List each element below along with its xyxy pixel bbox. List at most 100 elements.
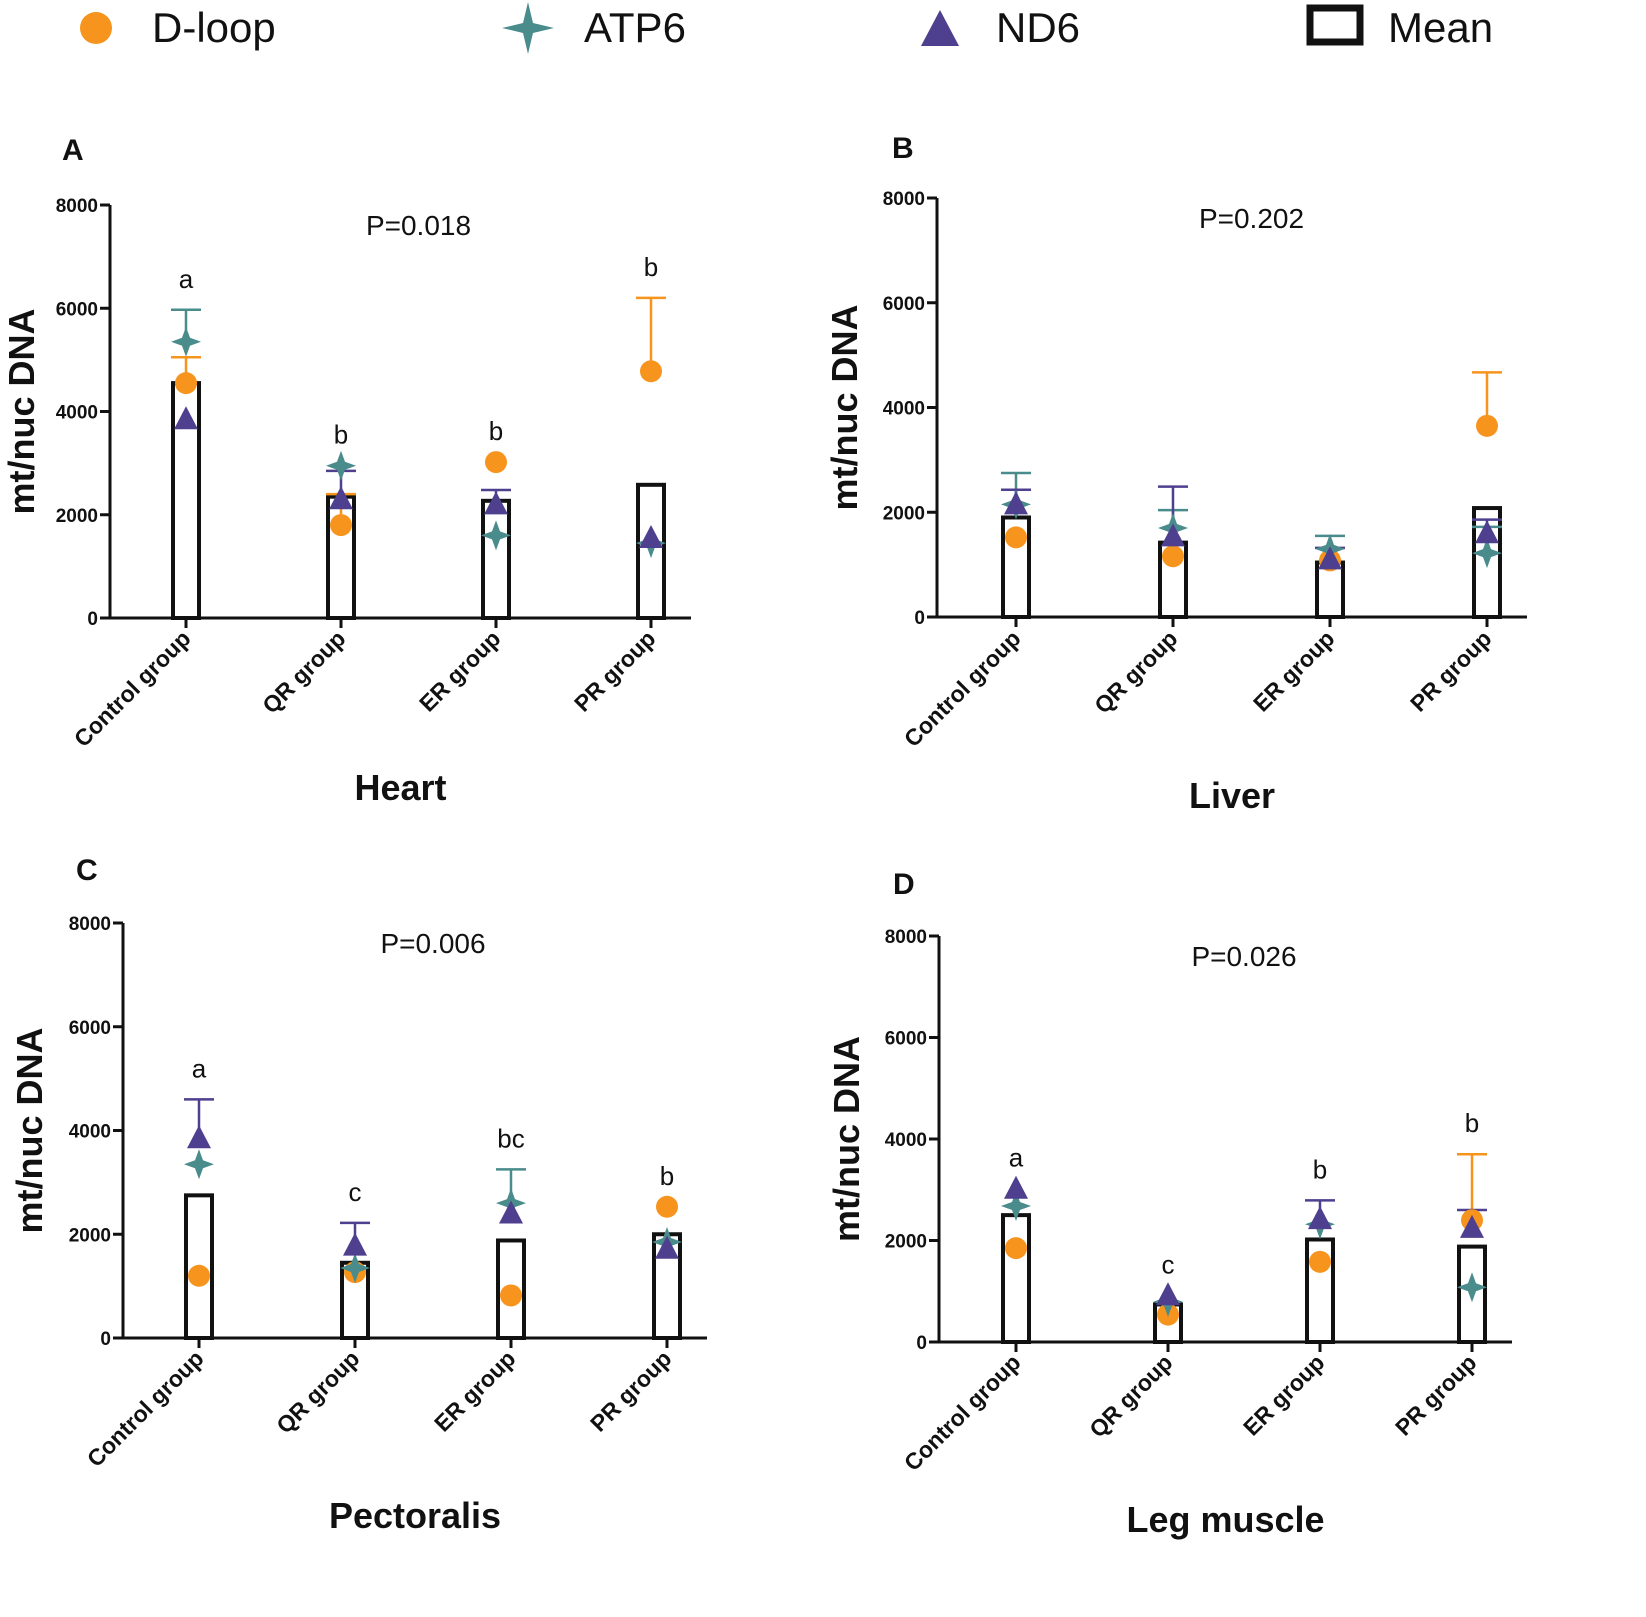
data-point-dloop bbox=[485, 451, 507, 474]
panel-letter: B bbox=[892, 132, 914, 165]
legend-label: ND6 bbox=[996, 4, 1081, 51]
data-point-atp6 bbox=[184, 1149, 214, 1180]
data-point-atp6 bbox=[1457, 1272, 1487, 1303]
data-point-nd6 bbox=[655, 1235, 679, 1259]
p-value-label: P=0.006 bbox=[380, 928, 485, 959]
y-tick-label: 4000 bbox=[883, 399, 925, 420]
square-outline-icon bbox=[1306, 4, 1364, 46]
data-point-dloop bbox=[656, 1195, 678, 1218]
p-value-label: P=0.026 bbox=[1191, 941, 1296, 972]
category-label: PR group bbox=[569, 625, 661, 717]
data-point-atp6 bbox=[326, 450, 356, 481]
category-label: QR group bbox=[271, 1345, 364, 1438]
y-tick-label: 8000 bbox=[69, 914, 111, 935]
data-point-dloop bbox=[188, 1264, 210, 1287]
category-label: ER group bbox=[1238, 1349, 1330, 1441]
significance-label: b bbox=[644, 252, 658, 282]
category-label: PR group bbox=[1405, 625, 1497, 717]
data-point-atp6 bbox=[481, 520, 511, 551]
triangle-icon bbox=[921, 10, 959, 46]
legend-label: D-loop bbox=[152, 4, 276, 51]
y-tick-label: 2000 bbox=[69, 1225, 111, 1246]
data-point-dloop bbox=[330, 514, 352, 537]
significance-label: b bbox=[334, 420, 348, 450]
significance-label: b bbox=[660, 1161, 674, 1191]
legend-item-atp6: ATP6 bbox=[500, 0, 686, 56]
y-tick-label: 4000 bbox=[56, 403, 98, 424]
y-tick-label: 0 bbox=[914, 608, 925, 629]
y-tick-label: 2000 bbox=[885, 1232, 927, 1253]
legend-label: ATP6 bbox=[584, 4, 686, 51]
y-tick-label: 8000 bbox=[56, 196, 98, 217]
mean-bar bbox=[1001, 1213, 1031, 1344]
data-point-nd6 bbox=[1308, 1206, 1332, 1230]
x-axis-title: Leg muscle bbox=[1126, 1499, 1324, 1540]
data-point-nd6 bbox=[1161, 523, 1185, 547]
mean-bar bbox=[1305, 1237, 1335, 1344]
star-icon bbox=[502, 2, 554, 54]
significance-label: b bbox=[489, 416, 503, 446]
data-point-atp6 bbox=[1472, 538, 1502, 569]
chart-panel-heart: A 0 2000 4000 6000 8000 mt/nuc DNA P=0.018 Heart… bbox=[1, 134, 691, 808]
data-point-dloop bbox=[175, 372, 197, 395]
data-point-nd6 bbox=[484, 491, 508, 515]
y-tick-label: 8000 bbox=[885, 927, 927, 948]
y-tick-label: 0 bbox=[916, 1333, 927, 1354]
data-point-atp6 bbox=[171, 326, 201, 357]
panel-letter: D bbox=[893, 868, 915, 901]
y-tick-label: 0 bbox=[100, 1329, 111, 1350]
data-point-dloop bbox=[1309, 1250, 1331, 1273]
mean-bar bbox=[496, 1238, 526, 1341]
category-label: ER group bbox=[414, 625, 506, 717]
data-point-nd6 bbox=[187, 1125, 211, 1149]
chart-panel-leg-muscle: D 0 2000 4000 6000 8000 mt/nuc DNA P=0.026 Leg m… bbox=[826, 868, 1512, 1540]
p-value-label: P=0.018 bbox=[366, 210, 471, 241]
category-label: QR group bbox=[257, 625, 350, 718]
significance-label: a bbox=[1009, 1143, 1024, 1173]
y-axis-label: mt/nuc DNA bbox=[824, 305, 865, 511]
significance-label: c bbox=[349, 1177, 362, 1207]
chart-panel-liver: B 0 2000 4000 6000 8000 mt/nuc DNA P=0.202 Liver… bbox=[824, 132, 1527, 816]
data-point-dloop bbox=[1162, 545, 1184, 568]
mean-bar bbox=[481, 498, 511, 620]
data-point-nd6 bbox=[1318, 546, 1342, 570]
mean-bar bbox=[1472, 506, 1502, 619]
significance-label: bc bbox=[497, 1123, 524, 1153]
significance-label: c bbox=[1162, 1249, 1175, 1279]
category-label: Control group bbox=[899, 625, 1026, 752]
data-point-atp6 bbox=[340, 1252, 370, 1283]
panel-letter: A bbox=[62, 134, 84, 167]
y-axis-label: mt/nuc DNA bbox=[826, 1036, 867, 1242]
significance-label: b bbox=[1313, 1154, 1327, 1184]
circle-icon bbox=[80, 12, 112, 44]
mean-bar bbox=[1457, 1244, 1487, 1344]
y-tick-label: 4000 bbox=[69, 1122, 111, 1143]
data-point-nd6 bbox=[1156, 1282, 1180, 1306]
category-label: PR group bbox=[585, 1345, 677, 1437]
chart-panel-pectoralis: C 0 2000 4000 6000 8000 mt/nuc DNA P=0.006 Pecto… bbox=[9, 854, 707, 1536]
significance-label: a bbox=[192, 1053, 207, 1083]
mean-bar bbox=[636, 482, 666, 620]
y-tick-label: 6000 bbox=[885, 1029, 927, 1050]
x-axis-title: Heart bbox=[354, 767, 446, 808]
significance-label: b bbox=[1465, 1108, 1479, 1138]
x-axis-title: Liver bbox=[1189, 775, 1275, 816]
data-point-nd6 bbox=[343, 1232, 367, 1256]
data-point-dloop bbox=[1005, 1237, 1027, 1260]
data-point-atp6 bbox=[1001, 1190, 1031, 1221]
y-tick-label: 0 bbox=[87, 609, 98, 630]
y-tick-label: 2000 bbox=[883, 503, 925, 524]
data-point-dloop bbox=[1005, 526, 1027, 549]
legend-item-mean: Mean bbox=[1306, 0, 1493, 56]
category-label: QR group bbox=[1089, 625, 1182, 718]
legend-item-dloop: D-loop bbox=[76, 0, 276, 56]
y-tick-label: 6000 bbox=[56, 299, 98, 320]
data-point-dloop bbox=[1476, 414, 1498, 437]
data-point-nd6 bbox=[639, 524, 663, 548]
y-axis-label: mt/nuc DNA bbox=[9, 1028, 50, 1234]
data-point-dloop bbox=[500, 1284, 522, 1307]
significance-label: a bbox=[179, 264, 194, 294]
category-label: ER group bbox=[429, 1345, 521, 1437]
y-tick-label: 2000 bbox=[56, 506, 98, 527]
category-label: Control group bbox=[69, 625, 196, 752]
